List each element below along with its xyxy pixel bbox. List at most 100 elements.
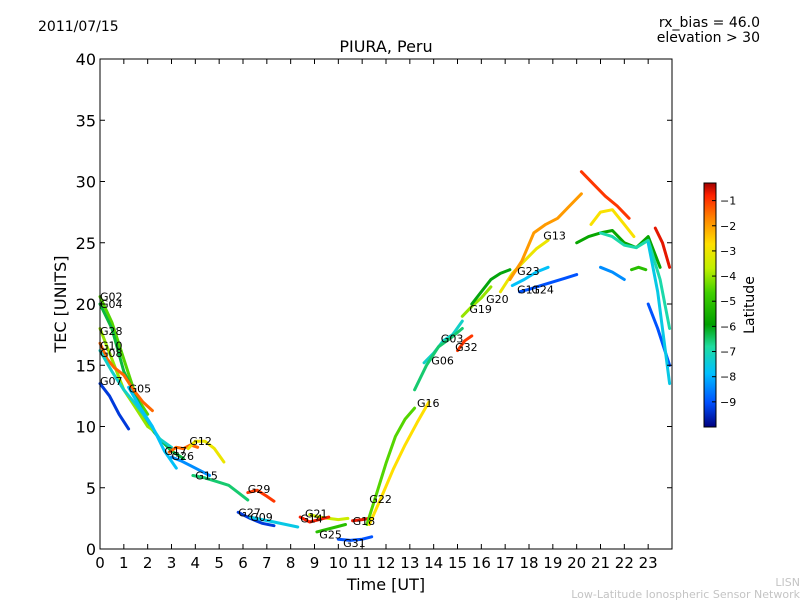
y-tick-label: 40 xyxy=(76,50,96,69)
satellite-label-g09: G09 xyxy=(250,511,273,524)
x-tick-label: 19 xyxy=(543,554,562,572)
series-line-g06 xyxy=(422,319,464,365)
satellite-label-g06: G06 xyxy=(431,354,454,367)
series-line-g35 xyxy=(599,265,626,281)
series-line-g07 xyxy=(98,382,131,431)
colorbar-tick-label: −9 xyxy=(720,396,736,409)
series-line-g18 xyxy=(351,516,371,523)
series-line-g26 xyxy=(170,455,212,477)
x-tick-label: 20 xyxy=(567,554,586,572)
colorbar-tick-label: −7 xyxy=(720,346,736,359)
series-line-g36 xyxy=(630,265,648,272)
satellite-label-g05: G05 xyxy=(129,383,152,396)
footer-acronym: LISN xyxy=(775,576,800,589)
series-line-g03 xyxy=(413,327,464,392)
satellite-label-g14: G14 xyxy=(300,512,323,525)
x-tick-label: 22 xyxy=(615,554,634,572)
satellite-label-g28: G28 xyxy=(100,325,123,338)
satellite-label-g27: G27 xyxy=(238,506,261,519)
series-line-g15 xyxy=(191,474,250,502)
data-series-group xyxy=(98,170,672,542)
y-tick-label: 10 xyxy=(76,418,96,437)
series-line-g33 xyxy=(575,229,662,269)
series-line-g12 xyxy=(186,439,226,464)
satellite-label-g02: G02 xyxy=(100,291,123,304)
x-tick-label: 4 xyxy=(191,554,201,572)
series-line-g19 xyxy=(460,285,493,318)
x-tick-label: 14 xyxy=(424,554,443,572)
x-tick-label: 10 xyxy=(329,554,348,572)
footer-network-name: Low-Latitude Ionospheric Sensor Network xyxy=(571,588,800,600)
series-line-g05 xyxy=(127,385,178,470)
satellite-label-g22: G22 xyxy=(369,493,392,506)
satellite-label-g26: G26 xyxy=(172,450,195,463)
satellite-label-g18: G18 xyxy=(353,515,376,528)
satellite-label-g13: G13 xyxy=(543,229,566,242)
series-line-g30 xyxy=(589,208,636,239)
satellite-label-g25: G25 xyxy=(319,528,342,541)
x-tick-label: 0 xyxy=(95,554,105,572)
satellite-label-g16: G16 xyxy=(417,397,440,410)
y-axis-title: TEC [UNITS] xyxy=(51,256,70,354)
satellite-label-g20: G20 xyxy=(486,293,509,306)
rx-bias-label: rx_bias = 46.0 xyxy=(659,15,760,31)
series-line-g32 xyxy=(456,334,474,353)
satellite-label-g15: G15 xyxy=(195,470,218,483)
series-line-g29 xyxy=(246,488,276,503)
satellite-label-g19: G19 xyxy=(469,303,492,316)
x-tick-label: 15 xyxy=(448,554,467,572)
satellite-label-g10: G10 xyxy=(100,340,123,353)
satellite-label-g07: G07 xyxy=(100,375,123,388)
series-line-g34 xyxy=(599,231,672,330)
series-line-g14 xyxy=(298,515,331,524)
x-tick-label: 16 xyxy=(472,554,491,572)
colorbar-title: Latitude xyxy=(742,276,758,334)
colorbar-tick-label: −8 xyxy=(720,371,736,384)
series-line-g10 xyxy=(98,341,154,413)
satellite-labels-group: G02G04G28G10G08G07G05G17G26G12G15G29G27G… xyxy=(100,229,566,550)
colorbar-tick-label: −2 xyxy=(720,220,736,233)
elevation-label: elevation > 30 xyxy=(657,30,760,46)
series-line-g13 xyxy=(508,192,583,281)
x-tick-label: 3 xyxy=(167,554,177,572)
series-line-g37 xyxy=(653,226,672,269)
satellite-label-g32: G32 xyxy=(455,341,478,354)
satellite-label-g24: G24 xyxy=(531,283,554,296)
y-tick-label: 35 xyxy=(76,111,96,130)
satellite-label-g12: G12 xyxy=(189,435,212,448)
satellite-label-g29: G29 xyxy=(248,483,271,496)
series-line-g01 xyxy=(579,170,631,220)
y-axis: 0 5 10 15 20 25 30 35 40 xyxy=(76,50,672,559)
colorbar-tick-label: −1 xyxy=(720,195,736,208)
series-line-g20 xyxy=(470,268,512,306)
x-tick-label: 13 xyxy=(400,554,419,572)
x-tick-label: 23 xyxy=(639,554,658,572)
x-tick-label: 5 xyxy=(214,554,224,572)
series-line-g39 xyxy=(646,241,672,386)
x-tick-label: 2 xyxy=(143,554,153,572)
y-tick-label: 5 xyxy=(86,479,96,498)
satellite-label-g17: G17 xyxy=(164,445,187,458)
y-tick-label: 25 xyxy=(76,234,96,253)
series-line-g22 xyxy=(365,406,417,526)
series-line-g11 xyxy=(510,265,550,288)
x-tick-label: 12 xyxy=(376,554,395,572)
satellite-label-g03: G03 xyxy=(441,332,464,345)
satellite-label-g04: G04 xyxy=(100,298,123,311)
x-axis-title: Time [UT] xyxy=(346,575,425,594)
series-line-g25 xyxy=(315,523,347,534)
series-line-g27 xyxy=(236,510,276,528)
y-tick-label: 30 xyxy=(76,173,96,192)
plot-frame xyxy=(99,58,673,550)
satellite-label-g08: G08 xyxy=(100,347,123,360)
series-line-g23 xyxy=(498,238,550,294)
colorbar-tick-label: −5 xyxy=(720,295,736,308)
series-line-g16 xyxy=(367,400,431,526)
colorbar xyxy=(703,182,717,428)
satellite-label-g21: G21 xyxy=(305,508,328,521)
x-tick-label: 9 xyxy=(310,554,320,572)
colorbar-ticks: −1 −2 −3 −4 −5 −6 −7 −8 −9 xyxy=(712,195,736,409)
series-line-g24 xyxy=(518,273,579,294)
x-tick-label: 6 xyxy=(238,554,248,572)
